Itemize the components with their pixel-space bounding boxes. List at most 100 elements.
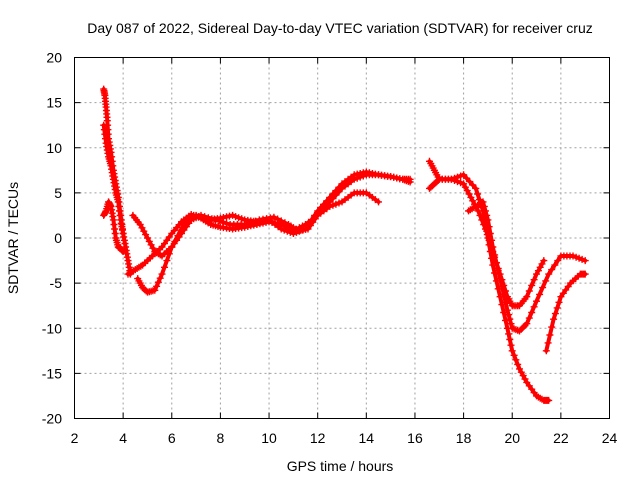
data-point xyxy=(555,298,563,306)
data-point xyxy=(235,214,243,222)
x-tick-label: 18 xyxy=(456,430,472,446)
y-tick-label: -10 xyxy=(42,320,62,336)
data-point xyxy=(491,251,499,259)
series-line xyxy=(135,170,413,295)
data-point xyxy=(326,193,334,201)
data-point xyxy=(286,228,294,236)
data-point xyxy=(550,315,558,323)
data-point xyxy=(545,396,553,404)
series-line xyxy=(427,159,551,403)
data-point xyxy=(484,216,492,224)
data-point xyxy=(536,290,544,298)
data-point xyxy=(533,297,540,305)
x-tick-label: 24 xyxy=(602,430,618,446)
data-point xyxy=(505,311,513,319)
data-point xyxy=(492,259,500,267)
data-point xyxy=(506,315,514,323)
data-point xyxy=(483,211,491,219)
data-point xyxy=(195,213,203,221)
data-point xyxy=(161,263,168,271)
data-point xyxy=(474,190,482,198)
data-point xyxy=(119,248,127,255)
series-arc-e xyxy=(426,175,548,310)
data-point xyxy=(542,277,550,285)
data-point xyxy=(478,216,486,224)
data-point xyxy=(472,184,480,192)
data-point xyxy=(494,267,502,275)
x-tick-label: 16 xyxy=(407,430,423,446)
data-point xyxy=(406,178,414,186)
data-point xyxy=(463,174,471,182)
data-point xyxy=(530,303,538,311)
data-point xyxy=(539,284,547,292)
data-point xyxy=(281,219,289,227)
x-tick-label: 2 xyxy=(71,430,79,446)
data-point xyxy=(308,216,316,224)
data-point xyxy=(174,232,182,240)
data-point xyxy=(506,336,514,343)
data-point xyxy=(447,175,455,183)
data-point xyxy=(305,221,313,228)
data-point xyxy=(332,187,340,195)
data-point xyxy=(500,290,508,298)
data-point xyxy=(545,270,553,278)
data-point xyxy=(153,282,161,290)
data-point xyxy=(165,250,173,258)
x-tick-label: 14 xyxy=(359,430,375,446)
y-tick-label: -15 xyxy=(42,365,62,381)
series-arc-c xyxy=(134,168,414,296)
data-point xyxy=(151,286,159,294)
plot-frame xyxy=(74,57,610,419)
data-point xyxy=(311,211,319,219)
data-point xyxy=(569,252,577,260)
data-point xyxy=(512,356,520,364)
data-point xyxy=(510,351,518,359)
x-tick-label: 8 xyxy=(217,430,225,446)
data-point xyxy=(544,339,552,347)
x-tick-label: 12 xyxy=(310,430,326,446)
data-point xyxy=(514,360,522,368)
data-point xyxy=(581,270,589,278)
data-point xyxy=(523,320,531,328)
data-point xyxy=(540,257,548,265)
x-tick-label: 4 xyxy=(119,430,127,446)
data-point xyxy=(507,320,515,328)
data-point xyxy=(119,230,127,237)
data-point xyxy=(277,217,285,225)
data-point xyxy=(551,310,559,318)
data-point xyxy=(223,219,230,227)
data-point xyxy=(280,226,288,234)
x-tick-label: 20 xyxy=(504,430,520,446)
y-tick-label: -20 xyxy=(42,411,62,427)
x-tick-label: 6 xyxy=(168,430,176,446)
data-point xyxy=(502,316,509,324)
data-point xyxy=(375,198,382,206)
data-series xyxy=(100,85,589,404)
data-point xyxy=(168,243,176,251)
data-point xyxy=(488,236,496,244)
data-point xyxy=(548,266,556,274)
data-point xyxy=(476,211,484,219)
data-point xyxy=(530,276,538,284)
data-point xyxy=(528,309,536,316)
data-point xyxy=(479,198,487,206)
series-arc-early-c xyxy=(100,198,127,255)
data-point xyxy=(546,331,554,339)
series-arc-f xyxy=(465,198,589,335)
data-point xyxy=(171,237,179,245)
x-tick-label: 22 xyxy=(553,430,569,446)
data-point xyxy=(525,287,533,295)
data-point xyxy=(548,323,556,331)
data-point xyxy=(505,330,513,338)
data-point xyxy=(508,347,516,355)
data-point xyxy=(486,230,494,237)
data-point xyxy=(454,178,461,186)
data-point xyxy=(317,204,325,211)
data-point xyxy=(163,257,171,265)
x-axis-label: GPS time / hours xyxy=(287,458,394,474)
y-tick-label: -5 xyxy=(50,275,63,291)
data-point xyxy=(177,226,185,234)
data-point xyxy=(528,281,536,289)
